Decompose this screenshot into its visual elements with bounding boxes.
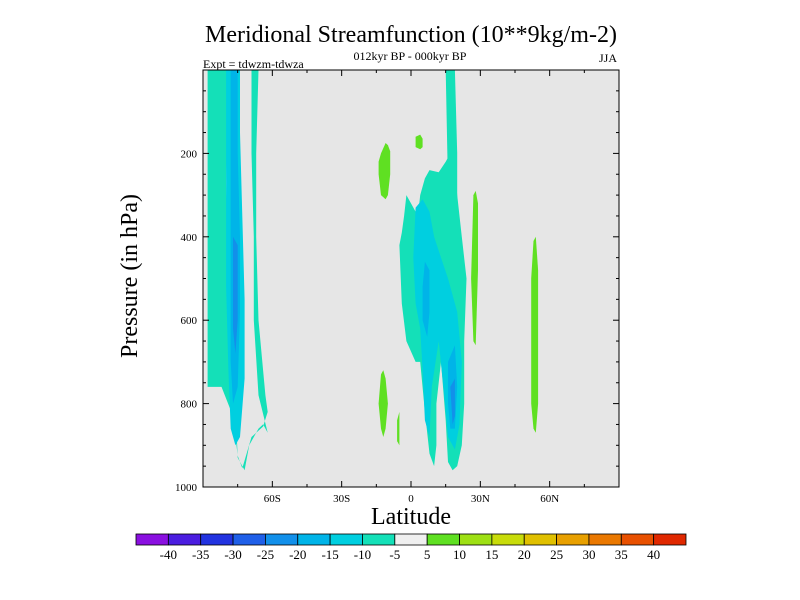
colorbar-swatch xyxy=(394,533,428,546)
colorbar-label: -35 xyxy=(192,547,209,562)
colorbar-swatch xyxy=(459,533,493,546)
colorbar-swatch xyxy=(297,533,331,546)
x-tick-label: 60N xyxy=(540,493,559,505)
colorbar-label: 10 xyxy=(453,547,466,562)
region-tropics-cell-core-a xyxy=(422,261,430,337)
colorbar-swatch xyxy=(653,533,687,546)
colorbar-swatch xyxy=(588,533,622,546)
chart-title: Meridional Streamfunction (10**9kg/m-2) xyxy=(205,22,617,48)
colorbar-swatch xyxy=(135,533,169,546)
region-pos-lower-blob-1 xyxy=(378,370,388,437)
colorbar-swatch xyxy=(491,533,525,546)
y-tick-label: 200 xyxy=(181,148,198,160)
x-tick-label: 0 xyxy=(408,493,414,505)
y-tick-label: 1000 xyxy=(175,482,198,494)
colorbar-label: -5 xyxy=(389,547,400,562)
colorbar-label: 25 xyxy=(550,547,563,562)
region-pos-far-stripe xyxy=(531,236,539,433)
colorbar-label: -25 xyxy=(257,547,274,562)
plot-area: 60S 30S 0 30N 60N 200 400 600 800 1000 xyxy=(175,69,620,505)
colorbar-label: -15 xyxy=(321,547,338,562)
region-pos-upper-blob-1 xyxy=(378,143,391,200)
y-tick-label: 400 xyxy=(181,232,198,244)
chart-subtitle-right: JJA xyxy=(599,51,617,65)
colorbar-swatch xyxy=(620,533,655,546)
colorbar-swatch xyxy=(232,533,266,546)
colorbar: -40 -35 -30 -25 -20 -15 -10 -5 5 10 15 20 25 30 35 40 xyxy=(135,533,687,562)
colorbar-label: 30 xyxy=(582,547,595,562)
colorbar-swatch xyxy=(362,533,396,546)
x-tick-label: 30N xyxy=(471,493,490,505)
colorbar-swatch xyxy=(329,533,363,546)
colorbar-label: -40 xyxy=(160,547,177,562)
region-tropics-cell-peak xyxy=(450,378,455,425)
chart-subtitle-center: 012kyr BP - 000kyr BP xyxy=(354,49,467,63)
y-tick-label: 600 xyxy=(181,315,198,327)
colorbar-swatch xyxy=(167,533,202,546)
x-tick-label: 60S xyxy=(264,493,281,505)
colorbar-label: -30 xyxy=(224,547,241,562)
region-pos-lower-blob-2 xyxy=(397,411,400,446)
colorbar-label: 15 xyxy=(485,547,498,562)
contour-regions xyxy=(207,70,539,471)
colorbar-swatch xyxy=(200,533,234,546)
colorbar-swatch xyxy=(556,533,590,546)
axis-ticks: 60S 30S 0 30N 60N 200 400 600 800 1000 xyxy=(175,70,619,505)
colorbar-label: 20 xyxy=(518,547,531,562)
colorbar-swatch xyxy=(523,533,557,546)
colorbar-label: 5 xyxy=(424,547,431,562)
region-pos-mid-stripe xyxy=(471,190,478,346)
region-pos-upper-blob-2 xyxy=(383,147,388,158)
colorbar-swatch xyxy=(265,533,299,546)
region-s-hem-cell-peak xyxy=(233,236,238,354)
colorbar-label: -10 xyxy=(354,547,371,562)
chart-subtitle-left: Expt = tdwzm-tdwza xyxy=(203,57,304,71)
colorbar-label: 35 xyxy=(615,547,628,562)
region-pos-upper-blob-3 xyxy=(415,134,423,150)
colorbar-label: 40 xyxy=(647,547,660,562)
y-tick-label: 800 xyxy=(181,399,198,411)
colorbar-swatch xyxy=(426,533,460,546)
region-s-hem-cell-outer xyxy=(207,70,268,471)
colorbar-label: -20 xyxy=(289,547,306,562)
y-axis-label: Pressure (in hPa) xyxy=(117,194,143,358)
x-axis-label: Latitude xyxy=(371,504,451,530)
x-tick-label: 30S xyxy=(333,493,350,505)
